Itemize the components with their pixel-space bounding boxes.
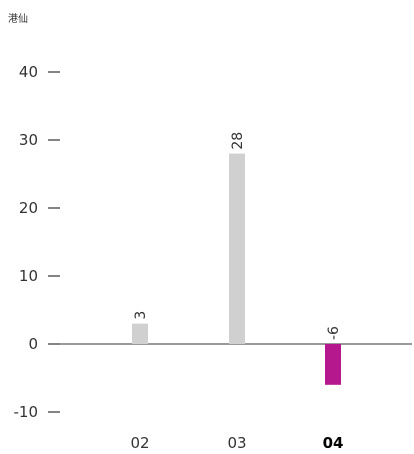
bar-02 [132,323,148,344]
x-tick-label-04: 04 [323,434,344,452]
x-tick-label-03: 03 [227,434,246,452]
y-tick-label: -10 [14,403,39,421]
bar-03 [229,153,245,344]
y-tick-label: 30 [19,131,38,149]
bar-04 [325,344,341,385]
y-tick-label: 20 [19,199,38,217]
data-label-03: 28 [230,132,246,150]
data-label-02: 3 [133,311,149,320]
y-tick-label: 0 [28,335,38,353]
data-label-04: -6 [326,326,342,340]
bars: 3 28 -6 [132,132,342,385]
unit-label: 港仙 [8,12,28,25]
y-tick-label: 40 [19,63,38,81]
y-axis: 40 30 20 10 0 -10 [14,63,60,421]
x-axis: 02 03 04 [130,434,343,452]
x-tick-label-02: 02 [130,434,149,452]
y-tick-label: 10 [19,267,38,285]
